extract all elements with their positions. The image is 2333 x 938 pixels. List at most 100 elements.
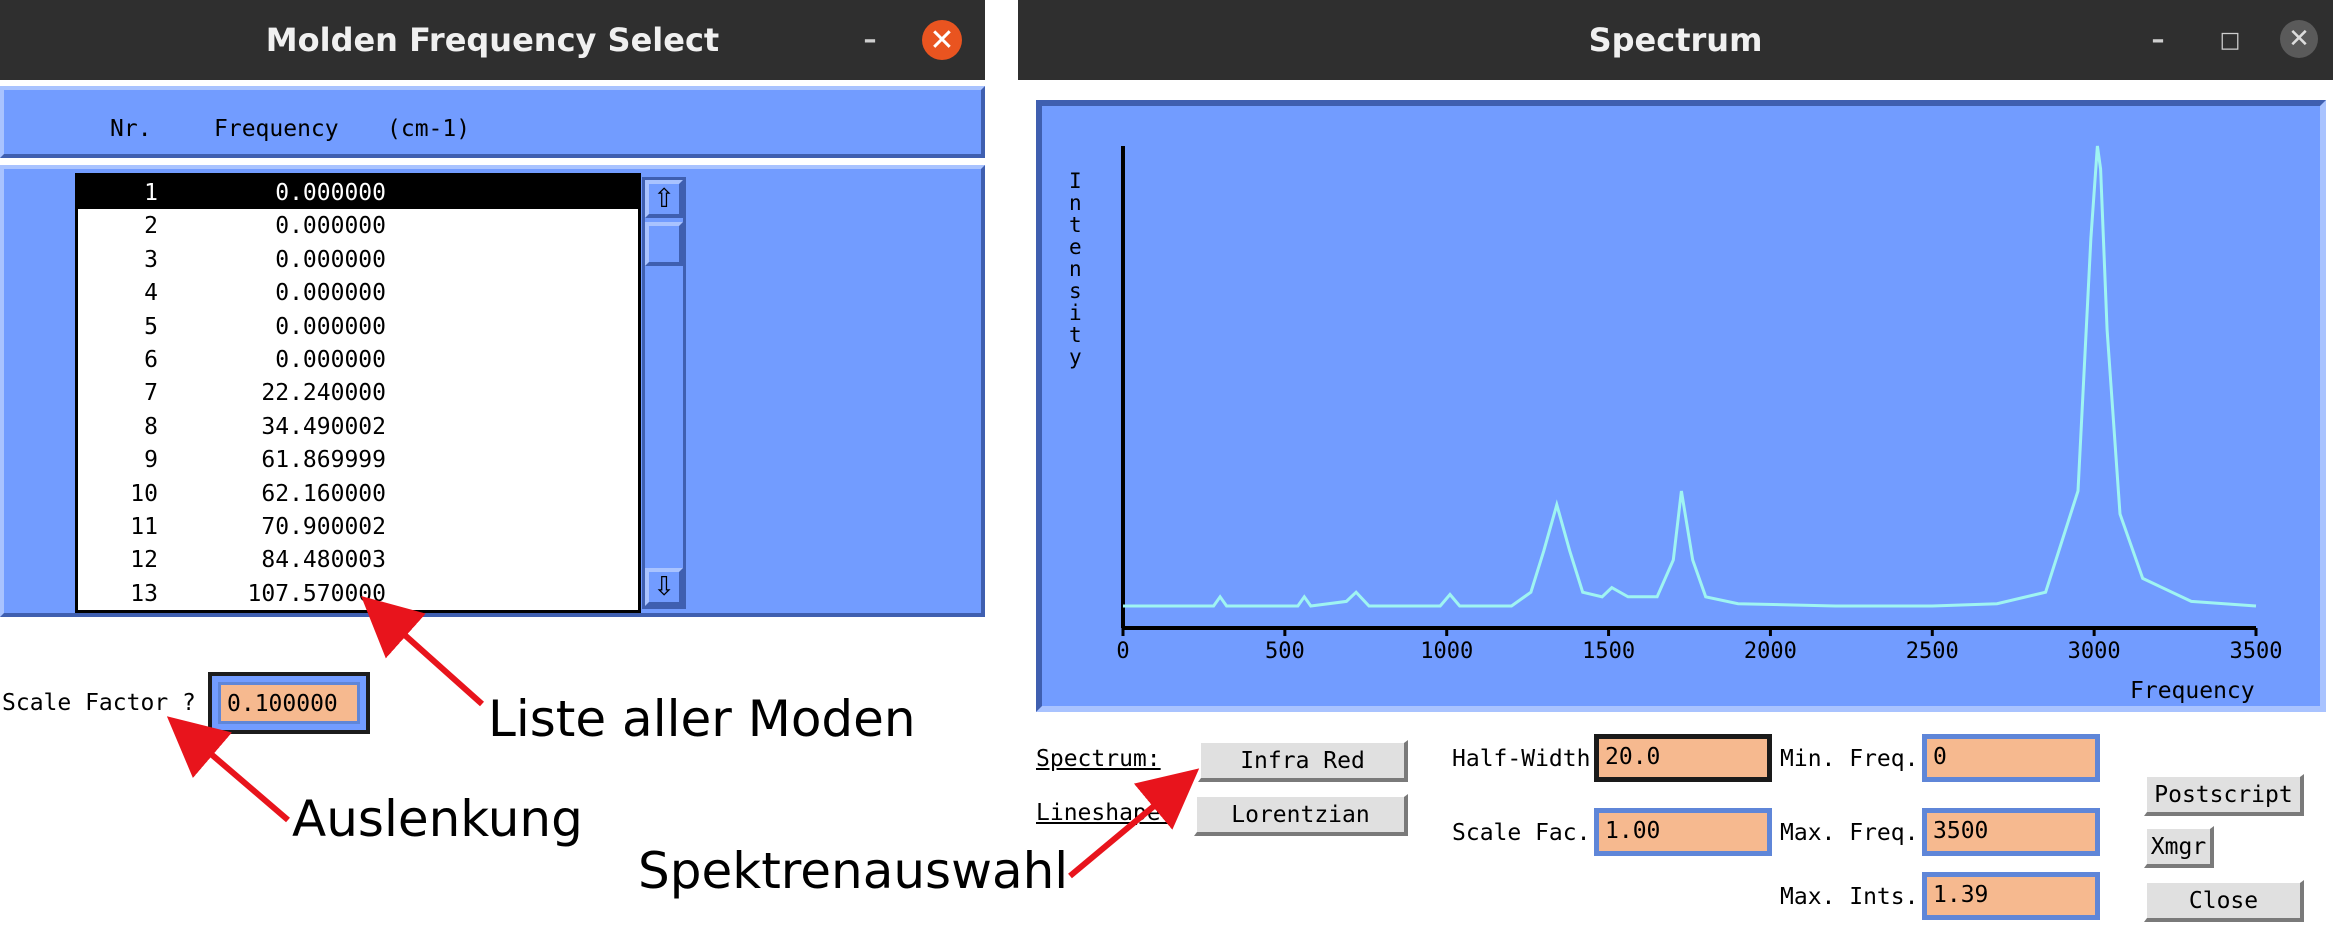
mode-number: 5: [144, 313, 158, 340]
mode-frequency: 62.160000: [261, 480, 386, 507]
scale-factor-frame: 0.100000: [208, 672, 370, 734]
y-axis-label-char: I: [1069, 169, 1082, 193]
maximize-icon[interactable]: □: [2219, 27, 2241, 53]
y-axis-label-char: t: [1069, 323, 1082, 347]
x-axis-label: Frequency: [2130, 678, 2255, 704]
max-ints-input[interactable]: 1.39: [1922, 872, 2100, 920]
frequency-window-titlebar: Molden Frequency Select – ✕: [0, 0, 985, 80]
list-item[interactable]: 5 0.000000: [78, 310, 638, 343]
frequency-select-window: Molden Frequency Select – ✕ Nr. Frequenc…: [0, 0, 985, 760]
close-icon[interactable]: ✕: [2280, 20, 2318, 58]
mode-frequency: 22.240000: [261, 380, 386, 407]
scroll-down-arrow-icon[interactable]: ⇩: [645, 568, 683, 606]
header-frequency: Frequency: [214, 116, 339, 142]
min-freq-label: Min. Freq.: [1780, 746, 1919, 772]
mode-frequency: 70.900002: [261, 514, 386, 540]
max-freq-label: Max. Freq.: [1780, 820, 1919, 846]
mode-frequency: 0.000000: [275, 180, 386, 206]
half-width-input[interactable]: 20.0: [1594, 734, 1772, 782]
mode-number: 12: [130, 547, 158, 574]
spectrum-trace: [1123, 145, 2257, 608]
list-item[interactable]: 6 0.000000: [78, 343, 638, 376]
scroll-thumb[interactable]: [645, 222, 683, 266]
list-item[interactable]: 3 0.000000: [78, 243, 638, 276]
y-axis-label-char: t: [1069, 213, 1082, 237]
minimize-icon[interactable]: –: [2151, 25, 2165, 55]
half-width-label: Half-Width: [1452, 746, 1591, 772]
lineshape-button[interactable]: Lorentzian: [1194, 794, 1408, 836]
scale-factor-label: Scale Factor ?: [2, 690, 196, 716]
scale-fac-input[interactable]: 1.00: [1594, 808, 1772, 856]
header-nr: Nr.: [110, 116, 152, 142]
scroll-up-arrow-icon[interactable]: ⇧: [645, 180, 683, 218]
mode-frequency: 0.000000: [275, 347, 386, 373]
mode-frequency: 0.000000: [275, 280, 386, 307]
list-item[interactable]: 10 62.160000: [78, 477, 638, 510]
scale-factor-input[interactable]: 0.100000: [218, 682, 360, 724]
list-item[interactable]: 13 107.570000: [78, 577, 638, 610]
header-unit: (cm-1): [387, 116, 471, 142]
mode-number: 7: [144, 380, 158, 407]
mode-number: 1: [144, 180, 158, 206]
y-axis-label-char: n: [1069, 257, 1082, 281]
mode-frequency: 0.000000: [275, 313, 386, 340]
x-tick-label: 0: [1116, 639, 1129, 664]
mode-number: 8: [144, 413, 158, 440]
mode-number: 2: [144, 213, 158, 240]
mode-number: 13: [130, 580, 158, 607]
mode-number: 10: [130, 480, 158, 507]
mode-number: 3: [144, 246, 158, 273]
x-tick-label: 2000: [1744, 639, 1797, 664]
spectrum-type-label: Spectrum:: [1036, 746, 1161, 772]
y-axis-label-char: e: [1069, 235, 1082, 259]
y-axis-label-char: y: [1069, 345, 1082, 369]
lineshape-label: Lineshape:: [1036, 800, 1175, 826]
list-item[interactable]: 1 0.000000: [78, 176, 638, 210]
close-button[interactable]: Close: [2144, 880, 2304, 922]
mode-number: 4: [144, 280, 158, 307]
list-item[interactable]: 8 34.490002: [78, 410, 638, 443]
list-item[interactable]: 2 0.000000: [78, 209, 638, 242]
spectrum-window-titlebar: Spectrum – □ ✕: [1018, 0, 2333, 80]
frequency-list[interactable]: 1 0.000000 2 0.000000 3 0.000000 4 0.000000 5 0.0…: [75, 173, 641, 613]
close-icon[interactable]: ✕: [922, 20, 962, 60]
list-item[interactable]: 9 61.869999: [78, 443, 638, 476]
min-freq-input[interactable]: 0: [1922, 734, 2100, 782]
xmgr-button[interactable]: Xmgr: [2144, 826, 2214, 868]
list-panel: 1 0.000000 2 0.000000 3 0.000000 4 0.000000 5 0.0…: [0, 165, 985, 617]
mode-frequency: 0.000000: [275, 213, 386, 240]
mode-number: 9: [144, 447, 158, 474]
list-scrollbar[interactable]: ⇧ ⇩: [642, 177, 686, 609]
x-tick-label: 1500: [1582, 639, 1635, 664]
x-tick-label: 3000: [2068, 639, 2121, 664]
mode-frequency: 61.869999: [261, 447, 386, 474]
list-item[interactable]: 7 22.240000: [78, 376, 638, 409]
mode-frequency: 0.000000: [275, 246, 386, 273]
x-tick-label: 1000: [1420, 639, 1473, 664]
spectrum-type-button[interactable]: Infra Red: [1198, 740, 1408, 782]
postscript-button[interactable]: Postscript: [2144, 774, 2304, 816]
mode-frequency: 84.480003: [261, 547, 386, 574]
max-freq-input[interactable]: 3500: [1922, 808, 2100, 856]
minimize-icon[interactable]: –: [863, 25, 877, 55]
y-axis-label-char: n: [1069, 191, 1082, 215]
x-tick-label: 500: [1265, 639, 1305, 664]
list-item[interactable]: 12 84.480003: [78, 543, 638, 576]
x-tick-label: 3500: [2230, 639, 2283, 664]
annotation-displacement: Auslenkung: [292, 790, 583, 848]
list-item[interactable]: 11 70.900002: [78, 510, 638, 543]
mode-number: 6: [144, 347, 158, 373]
annotation-modes: Liste aller Moden: [488, 690, 916, 748]
annotation-spectra: Spektrenauswahl: [638, 842, 1069, 900]
list-header-panel: Nr. Frequency (cm-1): [0, 86, 985, 158]
list-item[interactable]: 4 0.000000: [78, 276, 638, 309]
max-ints-label: Max. Ints.: [1780, 884, 1919, 910]
spectrum-window-title: Spectrum: [1588, 21, 1763, 59]
frequency-window-title: Molden Frequency Select: [265, 21, 720, 59]
y-axis-label-char: i: [1069, 301, 1082, 325]
x-tick-label: 2500: [1906, 639, 1959, 664]
